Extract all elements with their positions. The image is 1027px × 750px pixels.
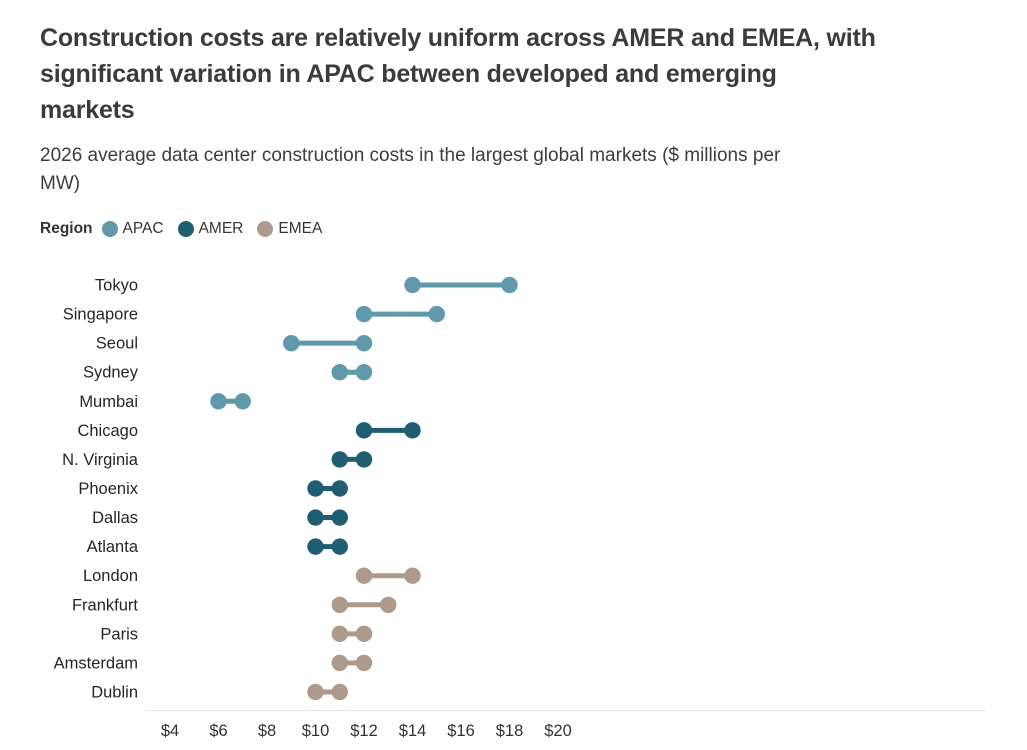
x-tick-label: $10	[302, 722, 330, 740]
dumbbell-dot-low	[331, 654, 348, 672]
dumbbell-dot-low	[283, 334, 300, 352]
dumbbell-dot-low	[307, 538, 324, 555]
x-tick-label: $20	[544, 722, 572, 740]
dumbbell-dot-high	[355, 334, 373, 352]
row-label-tokyo: Tokyo	[95, 277, 138, 295]
dumbbell-dot-low	[355, 567, 373, 584]
dumbbell-dot-high	[355, 625, 373, 643]
dumbbell-dot-low	[307, 509, 324, 526]
dumbbell-dot-high	[331, 538, 348, 555]
dumbbell-dot-low	[331, 596, 348, 613]
dumbbell-dot-low	[355, 305, 373, 323]
x-tick-label: $4	[161, 722, 179, 740]
chart-header: Construction costs are relatively unifor…	[40, 20, 990, 198]
row-label-dublin: Dublin	[91, 683, 138, 701]
chart-subtitle: 2026 average data center construction co…	[40, 145, 781, 194]
dumbbell-dot-low	[331, 364, 348, 381]
legend: Region APAC AMER EMEA	[40, 220, 336, 238]
x-tick-label: $14	[399, 722, 427, 740]
legend-item-amer: AMER	[177, 220, 244, 238]
x-tick-label: $12	[350, 722, 378, 740]
dumbbell-dot-low	[404, 276, 421, 294]
dumbbell-dot-low	[307, 683, 324, 701]
dumbbell-dot-high	[331, 480, 348, 497]
legend-label: EMEA	[278, 220, 323, 237]
dumbbell-dot-low	[331, 625, 348, 643]
legend-label: AMER	[198, 220, 244, 237]
row-label-mumbai: Mumbai	[79, 393, 138, 411]
row-label-paris: Paris	[100, 625, 138, 643]
dumbbell-dot-high	[404, 422, 421, 439]
dumbbell-dot-low	[331, 451, 348, 468]
chart-title: Construction costs are relatively unifor…	[40, 24, 876, 124]
dumbbell-dot-high	[331, 683, 348, 701]
row-label-atlanta: Atlanta	[87, 538, 139, 556]
dumbbell-dot-high	[355, 364, 373, 381]
legend-label: APAC	[122, 220, 164, 237]
row-label-frankfurt: Frankfurt	[72, 596, 138, 614]
row-label-seoul: Seoul	[96, 335, 138, 353]
row-label-london: London	[83, 567, 138, 585]
row-label-phoenix: Phoenix	[78, 480, 138, 498]
x-tick-label: $16	[447, 722, 475, 740]
dumbbell-dot-high	[355, 451, 373, 468]
dumbbell-dot-high	[501, 276, 518, 294]
legend-item-emea: EMEA	[257, 220, 322, 238]
dumbbell-dot-high	[355, 654, 373, 672]
x-tick-label: $8	[258, 722, 276, 740]
row-label-sydney: Sydney	[83, 364, 139, 382]
row-label-amsterdam: Amsterdam	[54, 654, 138, 672]
x-tick-label: $18	[496, 722, 524, 740]
legend-swatch-amer	[177, 221, 194, 237]
dumbbell-dot-high	[380, 596, 397, 613]
row-label-dallas: Dallas	[92, 509, 138, 527]
dumbbell-dot-low	[355, 422, 373, 439]
dumbbell-dot-high	[234, 393, 251, 410]
dumbbell-dot-high	[428, 305, 445, 323]
x-tick-label: $6	[209, 722, 227, 740]
dumbbell-dot-low	[210, 393, 227, 410]
dumbbell-dot-low	[307, 480, 324, 497]
legend-title: Region	[40, 220, 93, 237]
legend-item-apac: APAC	[101, 220, 164, 238]
legend-swatch-emea	[257, 221, 274, 237]
row-label-singapore: Singapore	[63, 306, 138, 324]
row-label-n-virginia: N. Virginia	[62, 451, 139, 469]
dumbbell-dot-high	[331, 509, 348, 526]
row-label-chicago: Chicago	[77, 422, 138, 440]
legend-swatch-apac	[101, 221, 118, 237]
dumbbell-dot-high	[404, 567, 421, 584]
legend-items: APAC AMER EMEA	[101, 220, 337, 238]
